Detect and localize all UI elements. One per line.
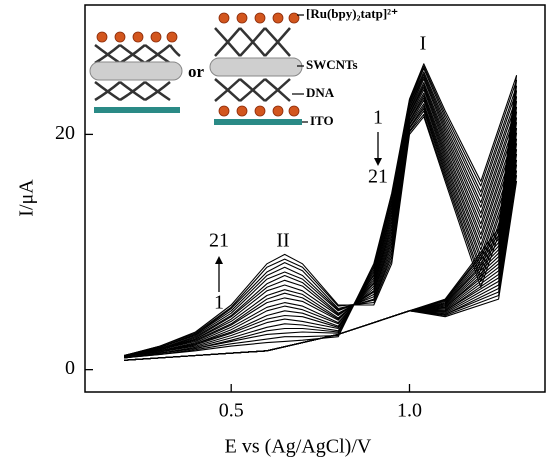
- inset-label: ITO: [310, 113, 334, 128]
- peak-label: I: [420, 33, 427, 55]
- peak-label: II: [276, 230, 289, 252]
- scan-label: 21: [368, 166, 388, 188]
- cv-curve: [124, 97, 518, 361]
- plot-frame: [84, 4, 546, 393]
- arrows: [215, 132, 382, 292]
- x-tick-label: 1.0: [397, 400, 422, 422]
- scan-label: 1: [373, 107, 383, 129]
- inset-connector: or: [188, 62, 205, 81]
- scan-label: 21: [209, 230, 229, 252]
- y-tick-label: 20: [55, 122, 75, 144]
- electrode-right: [209, 12, 303, 125]
- x-axis-title: E vs (Ag/AgCl)/V: [225, 436, 372, 458]
- y-tick-label: 0: [65, 357, 75, 379]
- cv-curve: [124, 116, 518, 361]
- cv-curve: [124, 63, 518, 361]
- inset-label: DNA: [306, 85, 335, 100]
- y-axis-title: I/μA: [16, 179, 38, 217]
- electrode-left: [89, 31, 183, 113]
- inset-label: [Ru(bpy)₂tatp]²⁺: [306, 6, 398, 21]
- x-tick-label: 0.5: [219, 400, 244, 422]
- inset-label: SWCNTs: [306, 57, 358, 72]
- inset: or [Ru(bpy)₂tatp]²⁺ SWCNTs DNA ITO: [89, 6, 398, 128]
- scan-label: 1: [214, 292, 224, 314]
- curves: [124, 63, 518, 361]
